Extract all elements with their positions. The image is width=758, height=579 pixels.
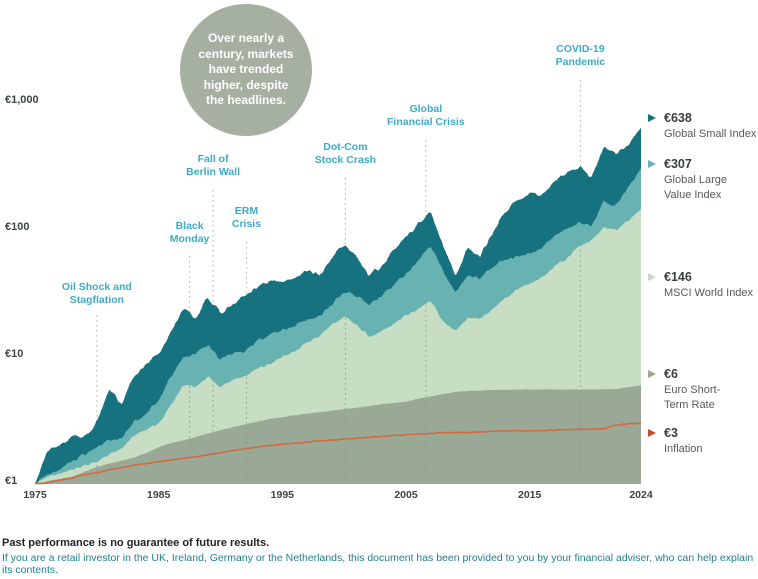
legend-entry: €3 Inflation [648,426,703,457]
legend-value: €307 [664,157,692,171]
event-label: Oil Shock and Stagflation [61,281,132,306]
legend-value: €3 [664,426,678,440]
legend-name: Global Large Value Index [664,174,727,202]
event-label: Dot-Com Stock Crash [314,141,377,166]
legend-arrow-icon [648,114,656,122]
event-label: ERM Crisis [231,205,262,230]
legend-value: €146 [664,270,692,284]
event-label: Black Monday [169,220,210,245]
event-label: COVID-19 Pandemic [555,43,606,68]
footer-note: If you are a retail investor in the UK, … [2,552,754,576]
series-area [35,385,641,484]
legend-name: Global Small Index [664,128,757,141]
callout-text: Over nearly a century, markets have tren… [198,31,294,108]
event-label: Fall of Berlin Wall [186,153,241,178]
legend-entry: €146 MSCI World Index [648,270,753,301]
x-axis-label: 1995 [270,489,295,501]
x-axis-label: 1985 [146,489,171,501]
x-axis-label: 2005 [394,489,418,501]
x-axis-label: 2015 [518,489,542,501]
legend-arrow-icon [648,160,656,168]
y-axis-label: €1,000 [5,94,39,106]
x-axis-label: 1975 [23,489,47,501]
x-axis-label: 2024 [629,489,653,501]
legend-name: Inflation [664,443,703,456]
y-axis-label: €1 [5,475,18,487]
event-label: Global Financial Crisis [386,103,465,128]
legend-entry: €307 Global Large Value Index [648,157,727,203]
legend-entry: €6 Euro Short- Term Rate [648,367,720,413]
callout-bubble: Over nearly a century, markets have tren… [180,4,312,136]
legend-name: MSCI World Index [664,287,754,300]
footer-disclaimer: Past performance is no guarantee of futu… [2,537,270,549]
legend-arrow-icon [648,429,656,437]
legend-arrow-icon [648,370,656,378]
legend-entry: €638 Global Small Index [648,111,756,142]
inflation-line [35,422,641,485]
legend-value: €638 [664,111,692,125]
legend-value: €6 [664,367,678,381]
y-axis-label: €10 [5,348,24,360]
legend-arrow-icon [648,273,656,281]
legend-name: Euro Short- Term Rate [664,384,721,412]
y-axis-label: €100 [5,221,30,233]
